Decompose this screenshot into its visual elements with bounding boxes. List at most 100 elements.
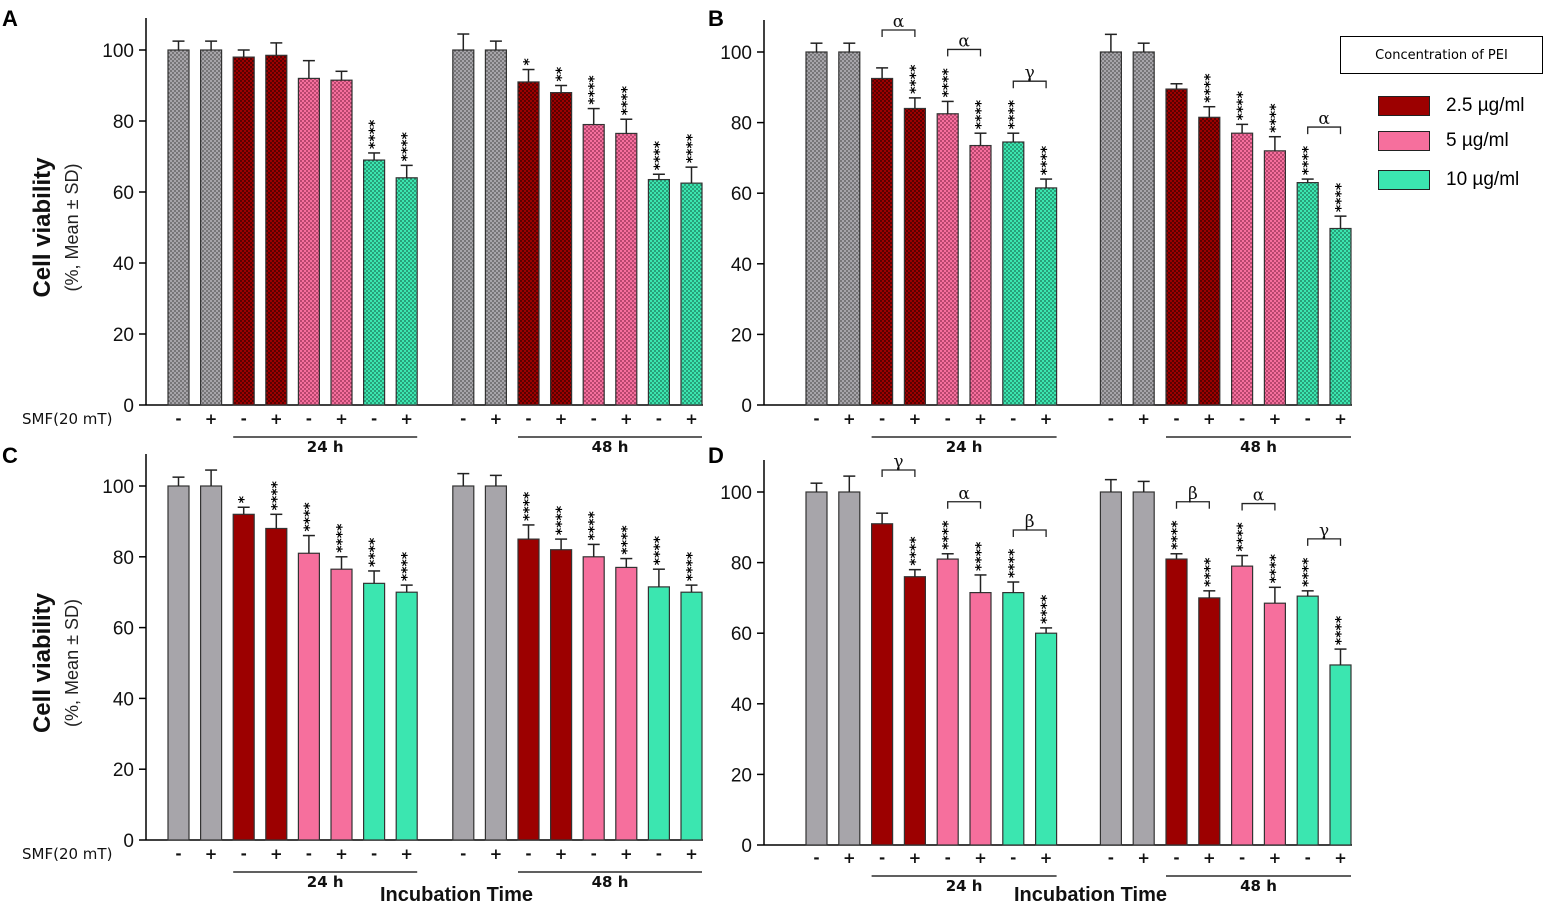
bar xyxy=(805,491,828,846)
bar xyxy=(167,485,190,841)
smf-sign: + xyxy=(1269,849,1282,867)
bar xyxy=(232,56,255,406)
bar xyxy=(484,485,507,841)
bar xyxy=(1099,51,1123,406)
bar xyxy=(297,552,320,841)
significance-label: **** xyxy=(554,505,570,535)
significance-label: * xyxy=(522,58,538,66)
bar xyxy=(1230,132,1254,406)
bar xyxy=(200,485,223,841)
comparison-bracket xyxy=(1241,502,1276,511)
y-tick-label: 80 xyxy=(113,548,134,569)
y-tick-label: 100 xyxy=(720,483,752,504)
bar xyxy=(363,159,386,406)
smf-sign: + xyxy=(335,845,348,863)
comparison-label: α xyxy=(893,12,905,32)
legend: Concentration of PEI 2.5 µg/ml 5 µg/ml 1… xyxy=(1338,32,1550,202)
smf-sign: + xyxy=(1334,849,1347,867)
bar xyxy=(297,77,320,406)
comparison-bracket xyxy=(1012,529,1047,538)
significance-label: **** xyxy=(302,502,318,532)
comparison-label: γ xyxy=(893,452,903,472)
y-tick-label: 100 xyxy=(102,477,134,498)
y-axis-sublabel: (%, Mean ± SD) xyxy=(62,599,82,727)
bar xyxy=(1002,592,1025,846)
y-tick-label: 40 xyxy=(113,254,134,275)
smf-sign: + xyxy=(400,410,413,428)
bar xyxy=(1034,187,1058,406)
bar xyxy=(167,49,190,406)
time-group-label: 48 h xyxy=(1240,438,1277,456)
time-group-label: 48 h xyxy=(592,873,629,891)
bar xyxy=(330,79,353,406)
smf-sign: - xyxy=(656,410,662,428)
significance-label: ** xyxy=(554,66,570,81)
comparison-bracket xyxy=(947,48,982,57)
time-group-label: 48 h xyxy=(592,438,629,456)
bar xyxy=(265,527,288,841)
comparison-label: α xyxy=(1318,109,1330,129)
significance-label: **** xyxy=(269,480,285,510)
smf-sign: + xyxy=(490,410,503,428)
bar xyxy=(870,77,894,406)
comparison-label: β xyxy=(1025,512,1035,532)
bar xyxy=(517,81,540,406)
legend-label-dark: 2.5 µg/ml xyxy=(1446,95,1525,116)
smf-sign: + xyxy=(335,410,348,428)
panel-b: B 0 20 40 60 80 100 - + - **** + **** - **** + **** - ****… xyxy=(708,6,1352,456)
smf-sign: - xyxy=(525,845,531,863)
significance-label: **** xyxy=(1202,73,1218,103)
y-tick-label: 80 xyxy=(113,112,134,133)
bar xyxy=(363,582,386,841)
significance-label: **** xyxy=(1039,594,1055,624)
significance-label: **** xyxy=(367,119,383,149)
bar xyxy=(1165,88,1188,406)
bar xyxy=(484,49,507,406)
bar xyxy=(936,113,959,406)
y-tick-label: 60 xyxy=(731,624,752,645)
significance-label: **** xyxy=(685,551,701,581)
bar xyxy=(680,591,703,841)
smf-sign: + xyxy=(685,845,698,863)
significance-label: **** xyxy=(1006,548,1022,578)
smf-sign: - xyxy=(306,410,312,428)
bar xyxy=(582,123,605,406)
smf-sign: + xyxy=(555,410,568,428)
significance-label: **** xyxy=(367,537,383,567)
smf-sign: - xyxy=(241,845,247,863)
smf-sign: - xyxy=(879,849,885,867)
significance-label: **** xyxy=(1268,553,1284,583)
smf-sign: - xyxy=(1305,410,1311,428)
smf-sign: + xyxy=(1040,849,1053,867)
significance-label: **** xyxy=(652,535,668,565)
y-axis-label: Cell viability xyxy=(29,157,56,298)
smf-sign: - xyxy=(460,410,466,428)
y-axis-sublabel: (%, Mean ± SD) xyxy=(62,164,82,292)
y-tick-label: 60 xyxy=(113,619,134,640)
significance-label: **** xyxy=(1301,145,1317,175)
bar xyxy=(200,49,223,406)
smf-sign: + xyxy=(490,845,503,863)
y-tick-label: 0 xyxy=(741,836,752,857)
smf-label: SMF(20 mT) xyxy=(22,845,112,863)
significance-label: **** xyxy=(1202,557,1218,587)
time-group-label: 24 h xyxy=(946,877,983,895)
comparison-bracket xyxy=(1307,538,1342,546)
legend-item-dark: 2.5 µg/ml xyxy=(1378,94,1525,118)
significance-label: **** xyxy=(974,99,990,129)
bar xyxy=(936,558,959,846)
smf-sign: + xyxy=(1334,410,1347,428)
bar xyxy=(1198,597,1221,846)
significance-label: **** xyxy=(1334,615,1350,645)
smf-sign: + xyxy=(1040,410,1053,428)
significance-label: **** xyxy=(941,520,957,550)
significance-label: **** xyxy=(1301,557,1317,587)
y-tick-label: 0 xyxy=(123,831,134,852)
smf-sign: - xyxy=(175,410,181,428)
legend-title: Concentration of PEI xyxy=(1340,36,1543,74)
bar xyxy=(517,538,540,841)
y-tick-label: 80 xyxy=(731,554,752,575)
smf-sign: + xyxy=(909,410,922,428)
bar xyxy=(452,485,475,841)
bar xyxy=(1002,141,1025,406)
